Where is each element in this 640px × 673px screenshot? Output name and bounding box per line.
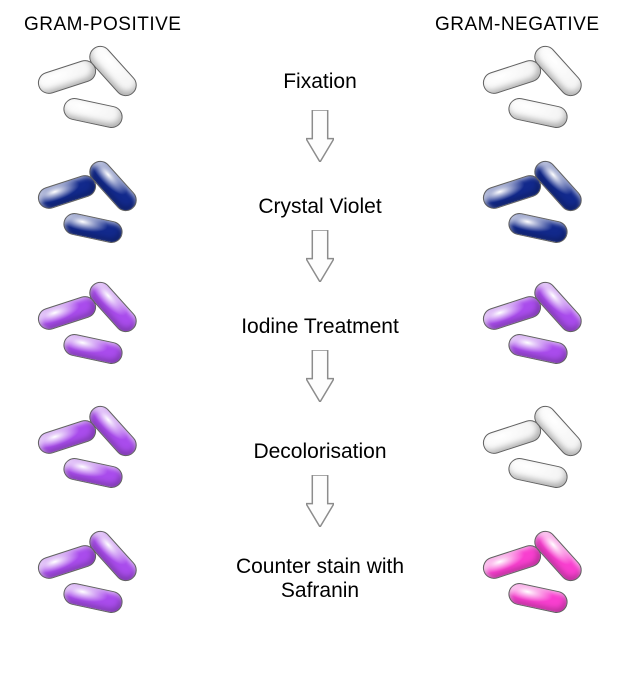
arrow-3	[306, 475, 334, 532]
bacterium-icon	[506, 211, 569, 245]
arrow-1	[306, 230, 334, 287]
bacterium-icon	[61, 332, 124, 366]
bacterium-icon	[506, 581, 569, 615]
arrow-0	[306, 110, 334, 167]
bacterium-icon	[61, 96, 124, 130]
bacterium-icon	[61, 581, 124, 615]
bacterium-icon	[35, 542, 99, 581]
bacterium-icon	[480, 57, 544, 96]
bacterium-icon	[480, 172, 544, 211]
bacteria-left-row0	[35, 60, 155, 130]
arrow-2	[306, 350, 334, 407]
bacterium-icon	[61, 211, 124, 245]
bacteria-right-row2	[480, 296, 600, 366]
bacteria-left-row1	[35, 175, 155, 245]
header-gram-negative: GRAM-NEGATIVE	[435, 14, 600, 36]
step-label-4: Counter stain with Safranin	[210, 555, 430, 603]
bacteria-right-row3	[480, 420, 600, 490]
bacteria-right-row1	[480, 175, 600, 245]
bacterium-icon	[35, 172, 99, 211]
bacterium-icon	[480, 542, 544, 581]
step-label-0: Fixation	[210, 70, 430, 94]
bacterium-icon	[61, 456, 124, 490]
step-label-3: Decolorisation	[210, 440, 430, 464]
bacterium-icon	[506, 456, 569, 490]
bacteria-left-row4	[35, 545, 155, 615]
bacteria-right-row4	[480, 545, 600, 615]
bacterium-icon	[35, 417, 99, 456]
bacterium-icon	[506, 96, 569, 130]
bacteria-left-row3	[35, 420, 155, 490]
step-label-2: Iodine Treatment	[210, 315, 430, 339]
bacterium-icon	[35, 293, 99, 332]
bacteria-left-row2	[35, 296, 155, 366]
step-label-1: Crystal Violet	[210, 195, 430, 219]
bacterium-icon	[35, 57, 99, 96]
bacteria-right-row0	[480, 60, 600, 130]
bacterium-icon	[506, 332, 569, 366]
bacterium-icon	[480, 417, 544, 456]
header-gram-positive: GRAM-POSITIVE	[24, 14, 181, 36]
bacterium-icon	[480, 293, 544, 332]
